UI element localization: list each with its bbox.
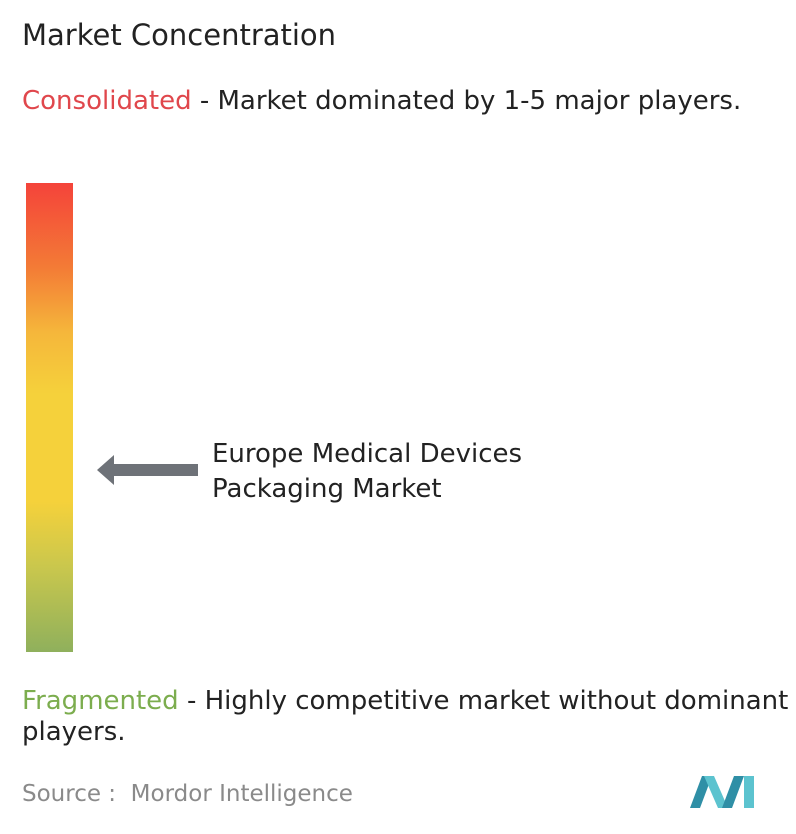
concentration-scale [26, 183, 73, 652]
fragmented-label: Fragmented [22, 686, 179, 716]
source: Source : Mordor Intelligence [22, 781, 353, 807]
logo [690, 776, 754, 808]
arrow-shape [97, 455, 198, 485]
market-label: Europe Medical Devices Packaging Market [212, 439, 523, 504]
logo-part [704, 776, 728, 808]
logo-part [744, 776, 754, 808]
arrow [97, 455, 198, 485]
logo-part [690, 776, 712, 808]
logo-part [722, 776, 744, 808]
fragmented-legend: Fragmented - Highly competitive market w… [22, 686, 794, 748]
consolidated-label: Consolidated [22, 86, 192, 116]
consolidated-description: - Market dominated by 1-5 major players. [191, 86, 742, 116]
title: Market Concentration [22, 18, 337, 52]
fragmented-description: - Highly competitive market without domi… [22, 686, 796, 747]
consolidated-legend: Consolidated - Market dominated by 1-5 m… [22, 86, 792, 117]
